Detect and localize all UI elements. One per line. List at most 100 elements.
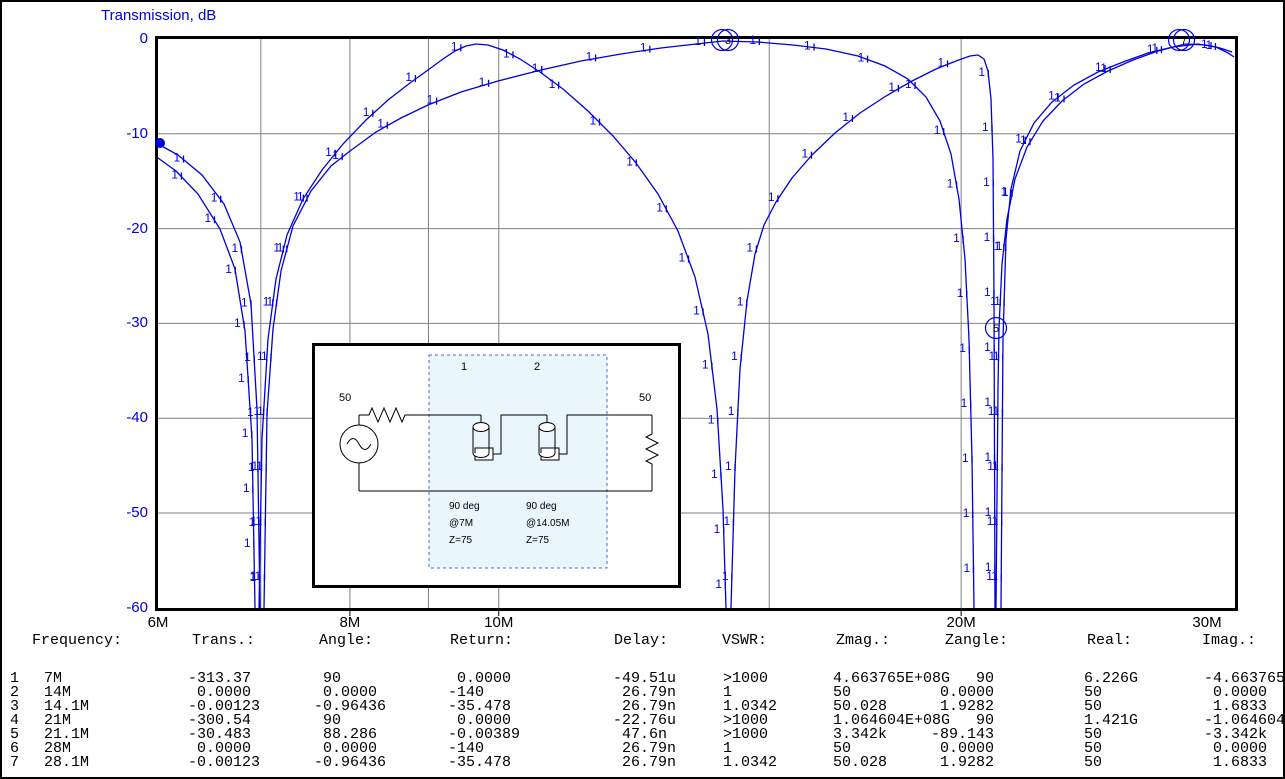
table-header-vswr: VSWR: bbox=[722, 632, 768, 649]
marker-circle-7 bbox=[1172, 28, 1196, 52]
table-cell: -3.342k bbox=[1204, 726, 1268, 743]
datapoint-label: 1 bbox=[267, 294, 274, 308]
table-cell: 50 bbox=[1075, 740, 1103, 757]
table-cell: 90 bbox=[314, 712, 342, 729]
datapoint-label: 1 bbox=[953, 231, 960, 245]
sine-wave-icon bbox=[346, 438, 372, 450]
datapoint-label: 1 bbox=[225, 262, 232, 276]
datapoint-label: 1 bbox=[1205, 38, 1212, 52]
table-cell: 4.663765E+08G bbox=[833, 670, 951, 687]
datapoint-label: 1 bbox=[363, 105, 370, 119]
datapoint-label: 1 bbox=[427, 93, 434, 107]
datapoint-label: 1 bbox=[1100, 61, 1107, 75]
table-cell: 0.0000 bbox=[314, 740, 378, 757]
datapoint-label: 1 bbox=[702, 358, 709, 372]
datapoint-label: 1 bbox=[994, 294, 1001, 308]
schematic-inset: 1 2 50 bbox=[312, 343, 681, 588]
table-cell: 0.0000 bbox=[188, 684, 252, 701]
stub2-bottom bbox=[538, 452, 556, 458]
source-impedance-label: 50 bbox=[339, 392, 351, 404]
datapoint-label: 1 bbox=[1147, 42, 1154, 56]
datapoint-label: 1 bbox=[984, 230, 991, 244]
datapoint-label: 1 bbox=[241, 295, 248, 309]
datapoint-label: 1 bbox=[1095, 60, 1102, 74]
datapoint-label: 1 bbox=[984, 340, 991, 354]
datapoint-label: 1 bbox=[992, 459, 999, 473]
load-resistor-icon bbox=[644, 433, 660, 468]
marker-row-number: 4 bbox=[10, 712, 20, 729]
table-cell: 14M bbox=[44, 684, 72, 701]
datapoint-label: 1 bbox=[238, 371, 245, 385]
table-cell: 26.79n bbox=[613, 740, 677, 757]
table-cell: 90 bbox=[314, 670, 342, 687]
table-cell: -89.143 bbox=[931, 726, 995, 743]
datapoint-label: 1 bbox=[231, 241, 238, 255]
table-cell: 3.342k bbox=[833, 726, 888, 743]
table-cell: -30.483 bbox=[188, 726, 252, 743]
datapoint-label: 1 bbox=[656, 200, 663, 214]
table-cell: -0.00389 bbox=[448, 726, 521, 743]
trace-1-cascade-response bbox=[157, 157, 256, 609]
x-axis-tick-label: 30M bbox=[1192, 614, 1222, 631]
marker-row-number: 3 bbox=[10, 698, 20, 715]
table-cell: 26.79n bbox=[613, 698, 677, 715]
datapoint-label: 1 bbox=[714, 522, 721, 536]
datapoint-label: 1 bbox=[255, 514, 262, 528]
table-cell: 0.0000 bbox=[931, 684, 995, 701]
table-cell: -313.37 bbox=[188, 670, 252, 687]
table-cell: -0.96436 bbox=[314, 698, 387, 715]
table-cell: 0.0000 bbox=[931, 740, 995, 757]
marker-number-7: 7 bbox=[1181, 35, 1187, 47]
datapoint-label: 1 bbox=[983, 175, 990, 189]
table-cell: 1.421G bbox=[1075, 712, 1139, 729]
datapoint-label: 1 bbox=[532, 61, 539, 75]
datapoint-label: 1 bbox=[1048, 88, 1055, 102]
datapoint-label: 1 bbox=[804, 39, 811, 53]
table-cell: 28M bbox=[44, 740, 72, 757]
table-cell: 21M bbox=[44, 712, 72, 729]
table-cell: -4.663765 bbox=[1204, 670, 1285, 687]
y-axis-tick-label: -20 bbox=[126, 219, 148, 237]
datapoint-label: 1 bbox=[989, 349, 996, 363]
trace-1-stub-response bbox=[157, 143, 261, 609]
marker-row-number: 2 bbox=[10, 684, 20, 701]
table-cell: 0.0000 bbox=[1204, 740, 1268, 757]
x-axis-tick-label: 8M bbox=[339, 614, 361, 631]
table-cell: -35.478 bbox=[448, 698, 512, 715]
y-axis-tick-label: -40 bbox=[126, 409, 148, 427]
datapoint-label: 1 bbox=[257, 349, 264, 363]
table-cell: 0.0000 bbox=[448, 712, 512, 729]
datapoint-label: 1 bbox=[993, 349, 1000, 363]
datapoint-label: 1 bbox=[715, 577, 722, 591]
table-cell: 88.286 bbox=[314, 726, 378, 743]
marker-row-number: 5 bbox=[10, 726, 20, 743]
datapoint-label: 1 bbox=[248, 460, 255, 474]
datapoint-label: 1 bbox=[451, 39, 458, 53]
datapoint-label: 1 bbox=[250, 569, 257, 583]
datapoint-label: 1 bbox=[737, 295, 744, 309]
marker-circle-5 bbox=[984, 316, 1008, 340]
table-cell: 50 bbox=[1075, 754, 1103, 771]
datapoint-label: 1 bbox=[728, 404, 735, 418]
table-cell: 6.226G bbox=[1075, 670, 1139, 687]
datapoint-label: 1 bbox=[249, 515, 256, 529]
datapoint-label: 1 bbox=[991, 569, 998, 583]
marker-number-3: 3 bbox=[725, 35, 731, 47]
table-cell: 1.6833 bbox=[1204, 698, 1268, 715]
datapoint-label: 1 bbox=[987, 514, 994, 528]
y-axis-tick-label: -10 bbox=[126, 124, 148, 142]
datapoint-label: 1 bbox=[992, 514, 999, 528]
table-cell: 26.79n bbox=[613, 754, 677, 771]
stub1-bottom bbox=[472, 452, 490, 458]
table-cell: 90 bbox=[931, 670, 995, 687]
table-cell: 26.79n bbox=[613, 684, 677, 701]
wire bbox=[493, 414, 547, 455]
table-cell: 1.0342 bbox=[723, 698, 778, 715]
datapoint-label: 1 bbox=[479, 75, 486, 89]
datapoint-label: 1 bbox=[405, 70, 412, 84]
datapoint-label: 1 bbox=[250, 570, 257, 584]
table-cell: -300.54 bbox=[188, 712, 252, 729]
datapoint-label: 1 bbox=[254, 569, 261, 583]
stub1-z-label: Z=75 bbox=[449, 535, 473, 546]
